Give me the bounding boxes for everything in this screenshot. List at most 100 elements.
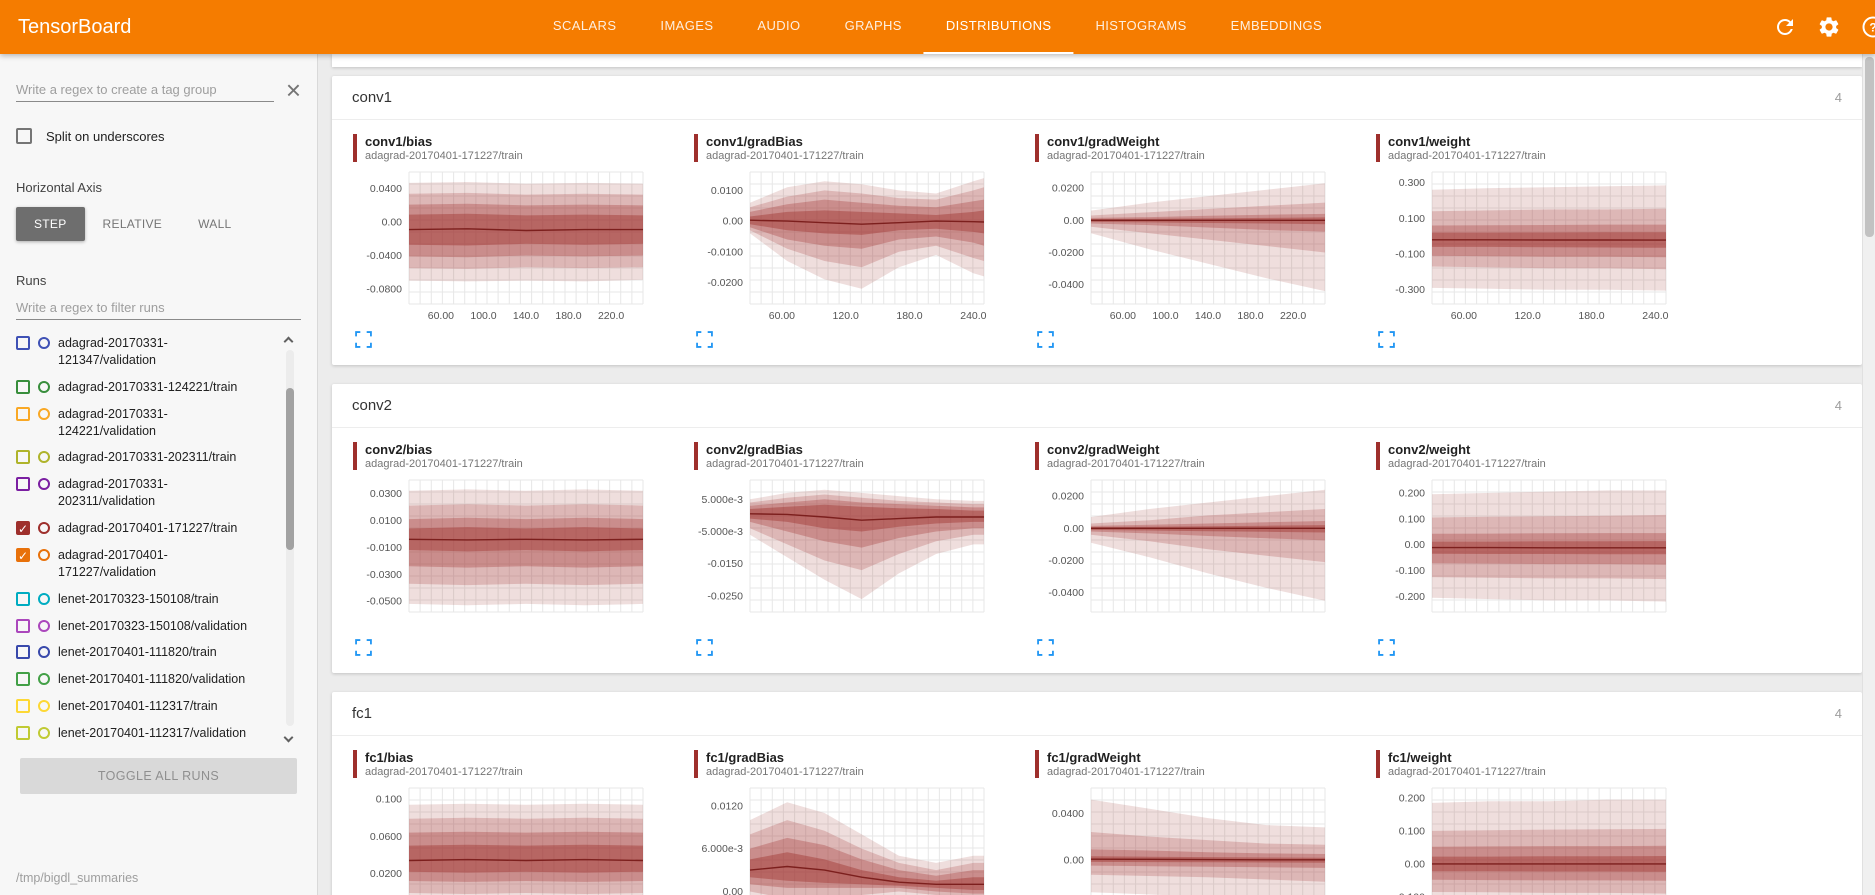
chart-run-label: adagrad-20170401-171227/train bbox=[1388, 150, 1546, 162]
run-checkbox[interactable] bbox=[16, 379, 30, 394]
run-item[interactable]: lenet-20170401-111820/validation bbox=[16, 666, 271, 693]
tab-embeddings[interactable]: EMBEDDINGS bbox=[1230, 18, 1323, 33]
run-color-circle[interactable] bbox=[38, 451, 50, 464]
help-icon[interactable]: ? bbox=[1861, 15, 1875, 39]
expand-chart-button[interactable] bbox=[1378, 331, 1396, 349]
main-scrollbar-thumb[interactable] bbox=[1865, 57, 1874, 237]
scroll-up-icon[interactable] bbox=[283, 336, 294, 347]
run-color-circle[interactable] bbox=[38, 592, 50, 605]
svg-text:-0.200: -0.200 bbox=[1395, 591, 1425, 603]
expand-chart-button[interactable] bbox=[1378, 639, 1396, 657]
distribution-chart[interactable]: 0.200 0.100 0.00 -0.100 -0.200 bbox=[1376, 474, 1676, 637]
svg-text:0.100: 0.100 bbox=[376, 794, 402, 806]
runs-rows: adagrad-20170331-121347/validation adagra… bbox=[16, 330, 271, 746]
section-chart-count: 4 bbox=[1834, 90, 1842, 105]
expand-chart-button[interactable] bbox=[1037, 331, 1055, 349]
expand-chart-button[interactable] bbox=[355, 639, 373, 657]
run-color-circle[interactable] bbox=[38, 646, 50, 659]
split-underscores-row[interactable]: Split on underscores bbox=[16, 128, 301, 144]
run-color-circle[interactable] bbox=[38, 407, 50, 420]
run-item[interactable]: ✓ adagrad-20170401-171227/train bbox=[16, 515, 271, 542]
section-header-fc1[interactable]: fc1 4 bbox=[332, 692, 1862, 736]
run-color-circle[interactable] bbox=[38, 548, 50, 561]
run-checkbox[interactable] bbox=[16, 618, 30, 633]
distribution-chart[interactable]: 0.0100 0.00 -0.0100 -0.0200 60.00 120.0 180.0 2… bbox=[694, 166, 994, 329]
run-item[interactable]: adagrad-20170331-124221/validation bbox=[16, 401, 271, 445]
run-checkbox[interactable] bbox=[16, 450, 30, 465]
section-conv1: conv1 4 conv1/bias adagrad-20170401-171227/… bbox=[332, 76, 1862, 365]
run-item[interactable]: adagrad-20170331-121347/validation bbox=[16, 330, 271, 374]
distribution-chart[interactable]: 0.0300 0.0100 -0.0100 -0.0300 -0.0500 bbox=[353, 474, 653, 637]
run-color-circle[interactable] bbox=[38, 700, 50, 713]
run-item[interactable]: adagrad-20170331-124221/train bbox=[16, 374, 271, 401]
runs-filter-input[interactable] bbox=[16, 296, 301, 320]
run-item[interactable]: lenet-20170401-111820/train bbox=[16, 639, 271, 666]
run-checkbox[interactable]: ✓ bbox=[16, 521, 30, 536]
run-color-circle[interactable] bbox=[38, 380, 50, 393]
distribution-chart[interactable]: 0.0120 6.000e-3 0.00 bbox=[694, 782, 994, 895]
distribution-chart[interactable]: 0.0400 0.00 -0.0400 -0.0800 60.00 100.0 140.0 1… bbox=[353, 166, 653, 329]
tag-filter-input[interactable] bbox=[16, 78, 274, 102]
run-checkbox[interactable] bbox=[16, 406, 30, 421]
section-header-conv1[interactable]: conv1 4 bbox=[332, 76, 1862, 120]
distribution-chart[interactable]: 5.000e-3 -5.000e-3 -0.0150 -0.0250 bbox=[694, 474, 994, 637]
run-item[interactable]: lenet-20170323-150108/validation bbox=[16, 613, 271, 640]
distribution-chart[interactable]: 0.0200 0.00 -0.0200 -0.0400 bbox=[1035, 474, 1335, 637]
section-title: fc1 bbox=[352, 705, 373, 722]
run-item[interactable]: lenet-20170401-112317/train bbox=[16, 693, 271, 720]
tab-distributions[interactable]: DISTRIBUTIONS bbox=[923, 0, 1074, 54]
run-color-circle[interactable] bbox=[38, 522, 50, 534]
run-item[interactable]: ✓ adagrad-20170401-171227/validation bbox=[16, 542, 271, 586]
run-checkbox[interactable] bbox=[16, 699, 30, 714]
tab-images[interactable]: IMAGES bbox=[660, 18, 714, 33]
run-checkbox[interactable] bbox=[16, 591, 30, 606]
tab-scalars[interactable]: SCALARS bbox=[552, 18, 617, 33]
svg-text:60.00: 60.00 bbox=[1110, 310, 1136, 322]
run-checkbox[interactable] bbox=[16, 336, 30, 350]
run-checkbox[interactable]: ✓ bbox=[16, 547, 30, 563]
expand-chart-button[interactable] bbox=[696, 331, 714, 349]
refresh-icon[interactable] bbox=[1773, 15, 1797, 39]
run-item[interactable]: adagrad-20170331-202311/validation bbox=[16, 471, 271, 515]
run-color-circle[interactable] bbox=[38, 727, 50, 739]
tab-audio[interactable]: AUDIO bbox=[757, 18, 801, 33]
scroll-down-icon[interactable] bbox=[283, 732, 294, 743]
expand-chart-button[interactable] bbox=[1037, 639, 1055, 657]
run-checkbox[interactable] bbox=[16, 645, 30, 660]
axis-step-button[interactable]: STEP bbox=[16, 207, 85, 241]
run-item[interactable]: lenet-20170323-150108/train bbox=[16, 586, 271, 613]
settings-gear-icon[interactable] bbox=[1817, 15, 1841, 39]
svg-text:-0.0400: -0.0400 bbox=[366, 250, 402, 262]
section-header-conv2[interactable]: conv2 4 bbox=[332, 384, 1862, 428]
run-color-circle[interactable] bbox=[38, 337, 50, 349]
run-checkbox[interactable] bbox=[16, 672, 30, 687]
log-directory-path: /tmp/bigdl_summaries bbox=[16, 871, 139, 885]
run-item[interactable]: adagrad-20170331-202311/train bbox=[16, 444, 271, 471]
run-color-circle[interactable] bbox=[38, 619, 50, 632]
expand-chart-button[interactable] bbox=[355, 331, 373, 349]
run-color-circle[interactable] bbox=[38, 673, 50, 686]
chart-card: fc1/bias adagrad-20170401-171227/train 0.1… bbox=[353, 750, 653, 895]
run-checkbox[interactable] bbox=[16, 477, 30, 492]
axis-relative-button[interactable]: RELATIVE bbox=[85, 207, 181, 241]
split-underscores-checkbox[interactable] bbox=[16, 128, 32, 144]
tab-graphs[interactable]: GRAPHS bbox=[844, 18, 902, 33]
tab-histograms[interactable]: HISTOGRAMS bbox=[1095, 18, 1187, 33]
run-item[interactable]: lenet-20170401-112317/validation bbox=[16, 720, 271, 746]
axis-wall-button[interactable]: WALL bbox=[180, 207, 249, 241]
clear-tag-filter-icon[interactable]: × bbox=[285, 74, 301, 105]
distribution-chart[interactable]: 0.300 0.100 -0.100 -0.300 60.00 120.0 180.0 240… bbox=[1376, 166, 1676, 329]
toggle-all-runs-button[interactable]: TOGGLE ALL RUNS bbox=[20, 758, 297, 794]
chart-card: conv1/gradWeight adagrad-20170401-171227/… bbox=[1035, 134, 1335, 353]
distribution-chart[interactable]: 0.0200 0.00 -0.0200 -0.0400 60.00 100.0 140.0 1… bbox=[1035, 166, 1335, 329]
expand-chart-button[interactable] bbox=[696, 639, 714, 657]
svg-text:180.0: 180.0 bbox=[555, 310, 581, 322]
main-scrollbar-track[interactable] bbox=[1862, 54, 1875, 895]
distribution-chart[interactable]: 0.200 0.100 0.00 -0.100 bbox=[1376, 782, 1676, 895]
run-color-circle[interactable] bbox=[38, 478, 50, 491]
run-checkbox[interactable] bbox=[16, 726, 30, 740]
runs-scrollbar-thumb[interactable] bbox=[286, 388, 294, 550]
svg-text:100.0: 100.0 bbox=[470, 310, 496, 322]
